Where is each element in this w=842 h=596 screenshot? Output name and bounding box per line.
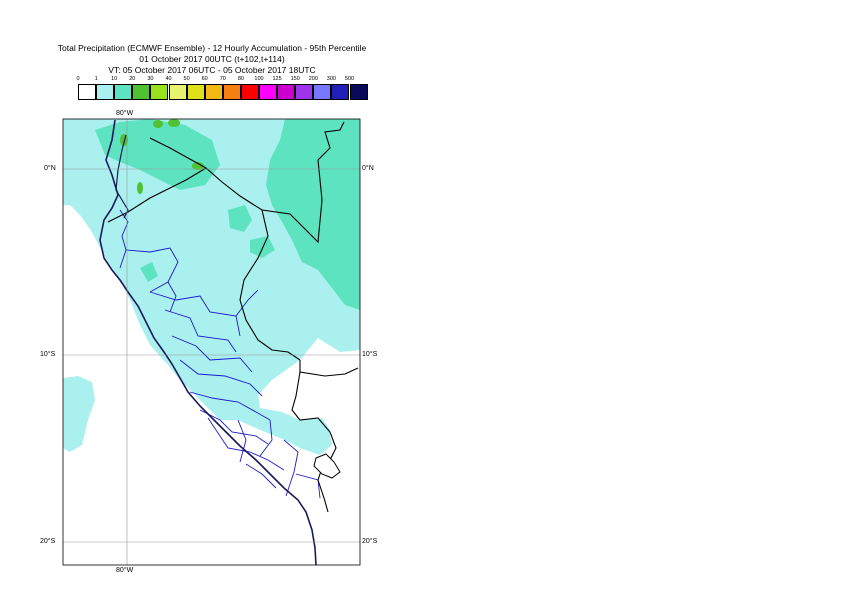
lat-label-20-right: 20°S	[362, 538, 378, 545]
graticule	[63, 119, 360, 565]
lat-label-20-left: 20°S	[40, 538, 56, 545]
legend-label: 10	[111, 76, 118, 82]
precip-area-teal-small-3	[140, 262, 158, 282]
lat-label-0-right: 0°N	[362, 165, 374, 172]
legend-label: 500	[344, 76, 355, 82]
legend-label: 200	[308, 76, 318, 82]
legend-label: 150	[290, 76, 300, 82]
legend-label: 80	[237, 76, 244, 82]
legend-label: 40	[165, 76, 172, 82]
lake-titicaca	[313, 453, 341, 479]
coastline	[99, 119, 317, 565]
precip-area-light-ocean-west	[63, 376, 95, 452]
legend-swatch	[186, 84, 205, 100]
map-frame	[62, 118, 361, 566]
legend-swatch	[240, 84, 259, 100]
lat-label-10-left: 10°S	[40, 351, 56, 358]
region-borders	[119, 209, 321, 499]
precip-spot-green-4	[192, 162, 204, 170]
legend-swatch	[78, 84, 96, 100]
precip-area-teal-east	[266, 119, 360, 310]
legend-swatch	[96, 84, 115, 100]
precip-spot-green-5	[137, 182, 143, 194]
legend-swatch	[277, 84, 296, 100]
legend-label: 60	[201, 76, 208, 82]
legend-swatch	[295, 84, 314, 100]
legend-label: 70	[219, 76, 226, 82]
precip-spot-green-3	[168, 119, 180, 127]
legend-swatch	[349, 84, 368, 100]
legend-label: 300	[326, 76, 336, 82]
legend-swatch	[132, 84, 151, 100]
legend-swatch	[259, 84, 277, 100]
legend-label: 20	[129, 76, 136, 82]
legend-swatch	[168, 84, 187, 100]
country-borders	[107, 121, 359, 513]
legend-label: 1	[94, 76, 98, 82]
precip-area-teal-small-1	[228, 205, 252, 232]
lon-label-bottom: 80°W	[116, 567, 134, 574]
lon-label-top: 80°W	[116, 110, 134, 117]
legend-label: 30	[147, 76, 154, 82]
lat-label-0-left: 0°N	[44, 165, 56, 172]
legend-swatch	[331, 84, 350, 100]
legend-label: 125	[272, 76, 282, 82]
legend-swatch	[150, 84, 169, 100]
map-valid-time: VT: 05 October 2017 06UTC - 05 October 2…	[108, 65, 316, 75]
map-run-time: 01 October 2017 00UTC (t+102,t+114)	[139, 54, 285, 64]
legend-label: 50	[183, 76, 190, 82]
legend-swatch	[204, 84, 223, 100]
legend-swatch	[313, 84, 332, 100]
legend-label: 0	[76, 76, 80, 82]
legend-swatch	[222, 84, 241, 100]
lat-label-10-right: 10°S	[362, 351, 378, 358]
coast-detail	[115, 134, 129, 219]
legend-label: 100	[254, 76, 264, 82]
legend-swatch	[114, 84, 133, 100]
precip-area-light-south	[302, 418, 330, 450]
precip-spot-green-2	[153, 120, 163, 128]
map-title: Total Precipitation (ECMWF Ensemble) - 1…	[57, 43, 367, 53]
